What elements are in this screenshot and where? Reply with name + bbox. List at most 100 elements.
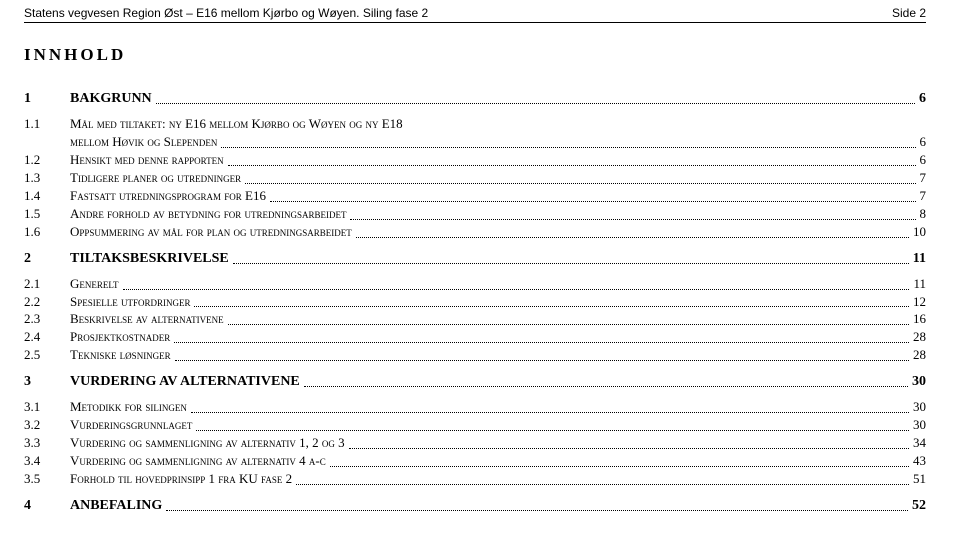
toc-number: 3 [24, 374, 70, 390]
toc-label: Metodikk for silingen [70, 398, 187, 416]
toc-number: 1 [24, 91, 70, 107]
toc-leader [330, 452, 909, 467]
toc-number: 1.5 [24, 205, 70, 223]
toc-page: 12 [913, 293, 926, 311]
toc-label: Vurderingsgrunnlaget [70, 416, 192, 434]
toc-label: Tidligere planer og utredninger [70, 169, 241, 187]
toc-label: Generelt [70, 275, 119, 293]
toc-number [24, 133, 70, 151]
toc-leader [228, 151, 916, 166]
toc-page: 7 [920, 169, 927, 187]
toc-level2: 1.3Tidligere planer og utredninger 7 [24, 169, 926, 187]
toc-leader [356, 223, 909, 238]
toc-level2: 3.3Vurdering og sammenligning av alterna… [24, 434, 926, 452]
toc-label: ANBEFALING [70, 498, 162, 514]
toc-leader [228, 310, 909, 325]
toc-label: Forhold til hovedprinsipp 1 fra KU fase … [70, 470, 292, 488]
page-body: Statens vegvesen Region Øst – E16 mellom… [0, 0, 960, 514]
toc-label: Oppsummering av mål for plan og utrednin… [70, 223, 352, 241]
toc-label: Mål med tiltaket: ny E16 mellom Kjørbo o… [70, 115, 403, 133]
toc-level2: 2.5Tekniske løsninger 28 [24, 346, 926, 364]
toc-leader [194, 293, 909, 308]
toc-leader [166, 498, 908, 511]
toc-level2: 1.4Fastsatt utredningsprogram for E16 7 [24, 187, 926, 205]
toc-number: 3.1 [24, 398, 70, 416]
toc-leader [196, 416, 909, 431]
toc-page: 34 [913, 434, 926, 452]
toc-number: 2.4 [24, 328, 70, 346]
toc-leader [174, 328, 909, 343]
toc-level2: 1.6Oppsummering av mål for plan og utred… [24, 223, 926, 241]
toc-label: Tekniske løsninger [70, 346, 171, 364]
toc-label: Spesielle utfordringer [70, 293, 190, 311]
toc-level2: 1.2Hensikt med denne rapporten6 [24, 151, 926, 169]
toc-level2: 3.2Vurderingsgrunnlaget 30 [24, 416, 926, 434]
toc-level2: 1.5Andre forhold av betydning for utredn… [24, 205, 926, 223]
toc-leader [191, 398, 909, 413]
toc-level2-wrap: mellom Høvik og Slependen 6 [24, 133, 926, 151]
toc-number: 1.3 [24, 169, 70, 187]
toc-label: BAKGRUNN [70, 91, 152, 107]
toc-page: 43 [913, 452, 926, 470]
toc-number: 1.6 [24, 223, 70, 241]
toc-page: 11 [913, 275, 926, 293]
toc-level1: 2TILTAKSBESKRIVELSE11 [24, 251, 926, 267]
toc-leader [245, 169, 915, 184]
toc-section: 2TILTAKSBESKRIVELSE112.1Generelt112.2Spe… [24, 251, 926, 365]
toc-leader [175, 346, 909, 361]
toc-leader [270, 187, 916, 202]
header-left: Statens vegvesen Region Øst – E16 mellom… [24, 6, 428, 20]
toc-number: 3.4 [24, 452, 70, 470]
toc-leader [156, 91, 915, 104]
toc-leader [221, 133, 915, 148]
toc-label: mellom Høvik og Slependen [70, 133, 217, 151]
toc-number: 4 [24, 498, 70, 514]
toc-number: 2 [24, 251, 70, 267]
toc-label: Beskrivelse av alternativene [70, 310, 224, 328]
running-header: Statens vegvesen Region Øst – E16 mellom… [24, 6, 926, 23]
toc-number: 1.2 [24, 151, 70, 169]
toc-page: 6 [920, 133, 927, 151]
toc-page: 28 [913, 346, 926, 364]
toc-leader [350, 205, 915, 220]
toc-page: 16 [913, 310, 926, 328]
toc-number: 2.5 [24, 346, 70, 364]
toc-number: 3.2 [24, 416, 70, 434]
toc-section: 4ANBEFALING 52 [24, 498, 926, 514]
toc-leader [304, 374, 908, 387]
toc-label: Hensikt med denne rapporten [70, 151, 224, 169]
toc-label: Fastsatt utredningsprogram for E16 [70, 187, 266, 205]
toc-page: 30 [913, 398, 926, 416]
toc-page: 7 [920, 187, 927, 205]
toc-level1: 1BAKGRUNN 6 [24, 91, 926, 107]
toc-level2: 3.1Metodikk for silingen 30 [24, 398, 926, 416]
table-of-contents: 1BAKGRUNN 6 1.1Mål med tiltaket: ny E16 me… [24, 91, 926, 514]
toc-label: VURDERING AV ALTERNATIVENE [70, 374, 300, 390]
toc-page: 52 [912, 498, 926, 514]
toc-number: 1.4 [24, 187, 70, 205]
toc-page: 6 [919, 91, 926, 107]
toc-label: Prosjektkostnader [70, 328, 170, 346]
toc-number: 2.3 [24, 310, 70, 328]
toc-leader [349, 434, 909, 449]
toc-page: 11 [913, 251, 926, 267]
toc-level1: 3VURDERING AV ALTERNATIVENE30 [24, 374, 926, 390]
toc-level2: 3.5Forhold til hovedprinsipp 1 fra KU fa… [24, 470, 926, 488]
toc-leader [233, 251, 909, 264]
toc-label: Vurdering og sammenligning av alternativ… [70, 434, 345, 452]
toc-leader [123, 275, 910, 290]
toc-page: 8 [920, 205, 927, 223]
toc-section: 3VURDERING AV ALTERNATIVENE303.1Metodikk… [24, 374, 926, 488]
toc-page: 51 [913, 470, 926, 488]
toc-page: 30 [913, 416, 926, 434]
toc-page: 10 [913, 223, 926, 241]
toc-number: 1.1 [24, 115, 70, 133]
toc-number: 2.1 [24, 275, 70, 293]
toc-level2: 2.1Generelt 11 [24, 275, 926, 293]
header-right: Side 2 [892, 6, 926, 20]
toc-section: 1BAKGRUNN 6 1.1Mål med tiltaket: ny E16 me… [24, 91, 926, 241]
toc-level2: 3.4Vurdering og sammenligning av alterna… [24, 452, 926, 470]
toc-number: 3.5 [24, 470, 70, 488]
toc-level2: 2.3Beskrivelse av alternativene 16 [24, 310, 926, 328]
toc-level2: 2.2Spesielle utfordringer12 [24, 293, 926, 311]
